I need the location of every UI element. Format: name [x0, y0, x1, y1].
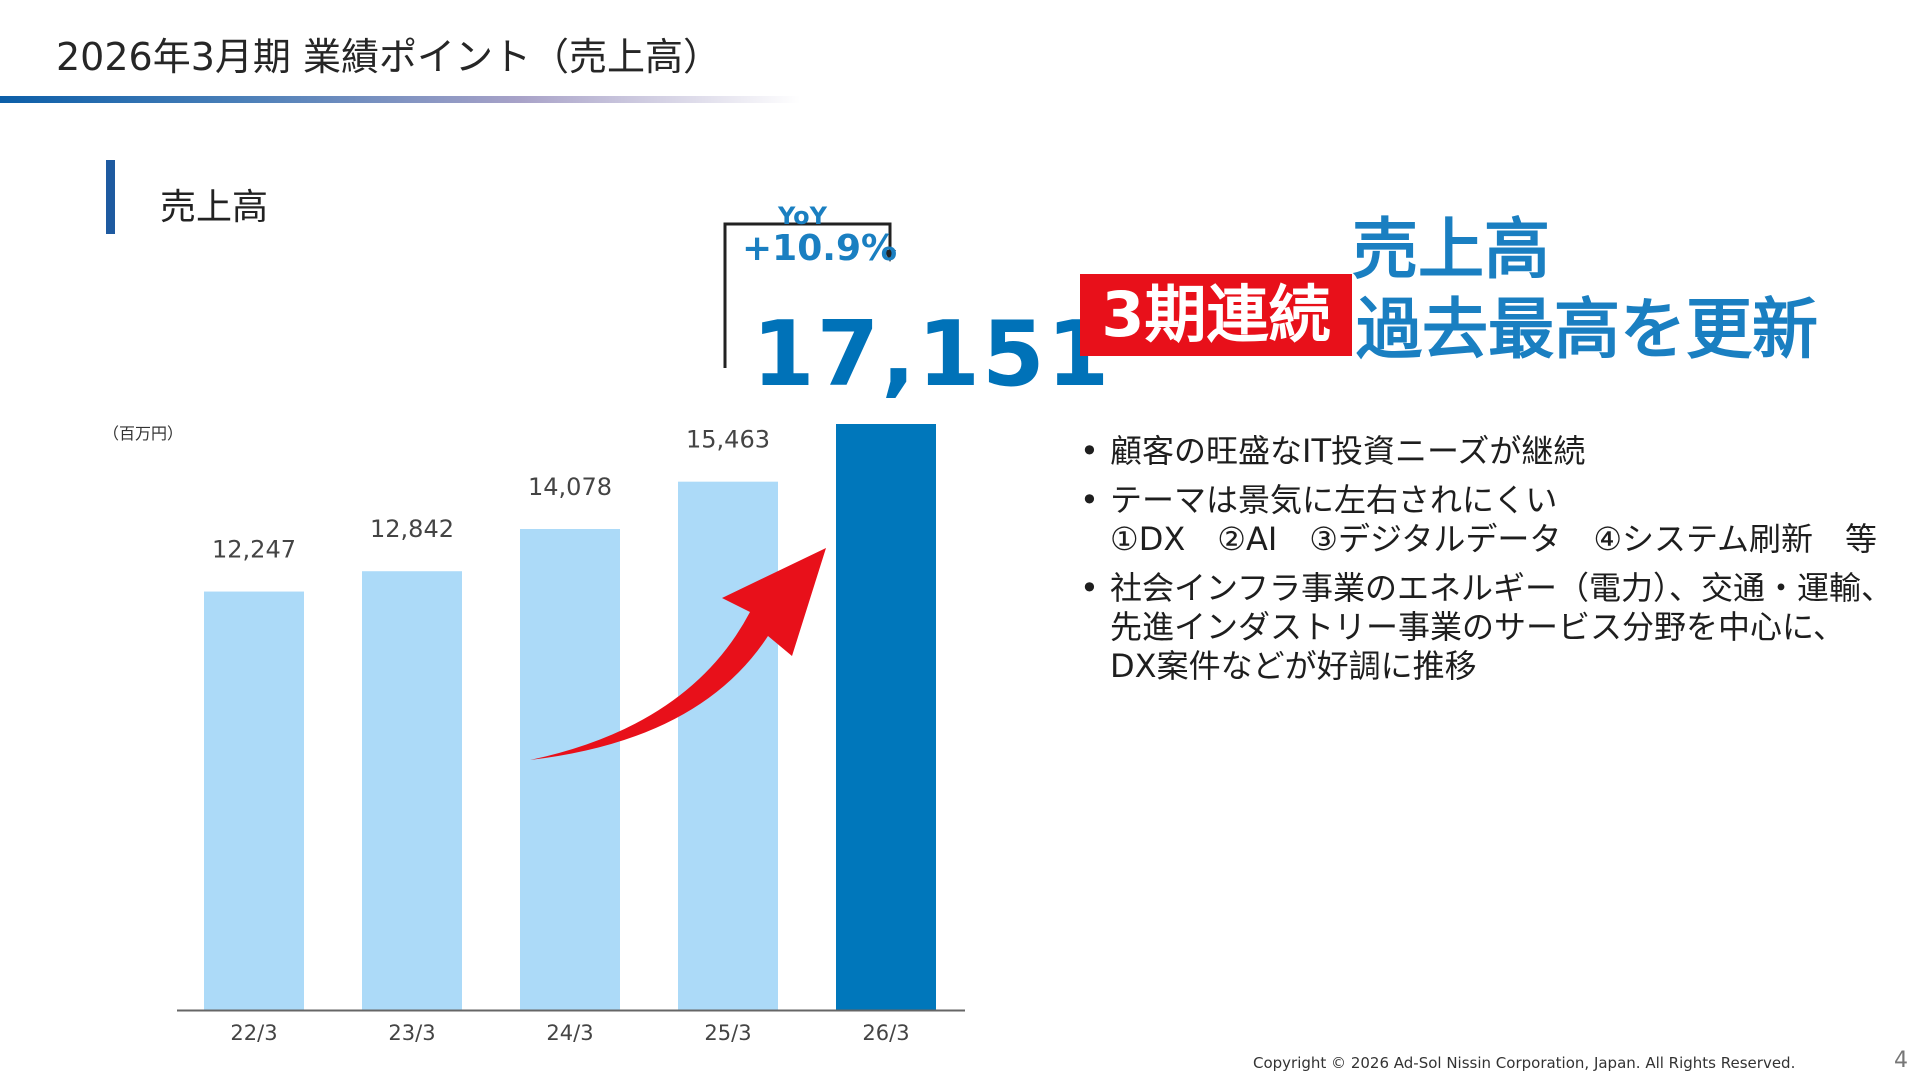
x-tick-label: 26/3	[862, 1021, 909, 1045]
bullet-dot-icon: •	[1080, 481, 1099, 519]
bullet-line: 先進インダストリー事業のサービス分野を中心に、	[1110, 608, 1846, 646]
page-number: 4	[1894, 1048, 1908, 1073]
x-tick-label: 23/3	[388, 1021, 435, 1045]
chart-unit-label: （百万円）	[103, 424, 184, 443]
section-accent-bar	[106, 160, 115, 234]
headline-badge: 3期連続	[1080, 274, 1352, 356]
bar-25-3	[678, 481, 778, 1010]
bar-value-label: 12,842	[370, 515, 454, 543]
revenue-bar-chart: 12,247 22/3 12,842 23/3 14,078 24/3 15,463 25/3…	[177, 222, 965, 1045]
headline-line1: 売上高	[1352, 211, 1550, 288]
yoy-label: YoY	[778, 202, 828, 230]
bullet-dot-icon: •	[1080, 569, 1099, 607]
bullet-dot-icon: •	[1080, 432, 1099, 470]
section-title: 売上高	[160, 187, 269, 228]
bullet-line: テーマは景気に左右されにくい	[1110, 481, 1558, 519]
copyright-notice: Copyright © 2026 Ad-Sol Nissin Corporati…	[1253, 1054, 1796, 1072]
x-tick-label: 24/3	[546, 1021, 593, 1045]
x-tick-label: 25/3	[704, 1021, 751, 1045]
highlight-value: 17,151	[752, 302, 1112, 407]
growth-arrow-icon	[530, 548, 826, 760]
bar-23-3	[362, 571, 462, 1010]
title-underline	[0, 96, 800, 103]
bar-26-3	[836, 424, 936, 1010]
headline-line2: 過去最高を更新	[1356, 291, 1818, 368]
bullet-item: • 社会インフラ事業のエネルギー（電力）、交通・運輸、 先進インダストリー事業の…	[1080, 569, 1894, 686]
bullet-line: DX案件などが好調に推移	[1110, 647, 1477, 685]
x-tick-label: 22/3	[230, 1021, 277, 1045]
bullet-line: 社会インフラ事業のエネルギー（電力）、交通・運輸、	[1110, 569, 1894, 607]
bar-value-label: 12,247	[212, 536, 296, 564]
bullet-line: ①DX ②AI ③デジタルデータ ④システム刷新 等	[1110, 520, 1878, 558]
bullet-item: • 顧客の旺盛なIT投資ニーズが継続	[1080, 432, 1880, 471]
bar-value-label: 15,463	[686, 426, 770, 454]
bullet-item: • テーマは景気に左右されにくい ①DX ②AI ③デジタルデータ ④システム刷…	[1080, 481, 1880, 559]
page-title: 2026年3月期 業績ポイント（売上高）	[56, 35, 721, 79]
yoy-bracket-arrowhead-icon	[884, 250, 896, 262]
yoy-bracket	[723, 222, 892, 368]
yoy-value: +10.9%	[742, 228, 898, 269]
bar-24-3	[520, 528, 620, 1010]
bar-22-3	[204, 591, 304, 1010]
bar-value-label: 14,078	[528, 473, 612, 501]
bullet-line: 顧客の旺盛なIT投資ニーズが継続	[1110, 432, 1586, 470]
bullet-list: • 顧客の旺盛なIT投資ニーズが継続 • テーマは景気に左右されにくい ①DX …	[1080, 432, 1894, 696]
